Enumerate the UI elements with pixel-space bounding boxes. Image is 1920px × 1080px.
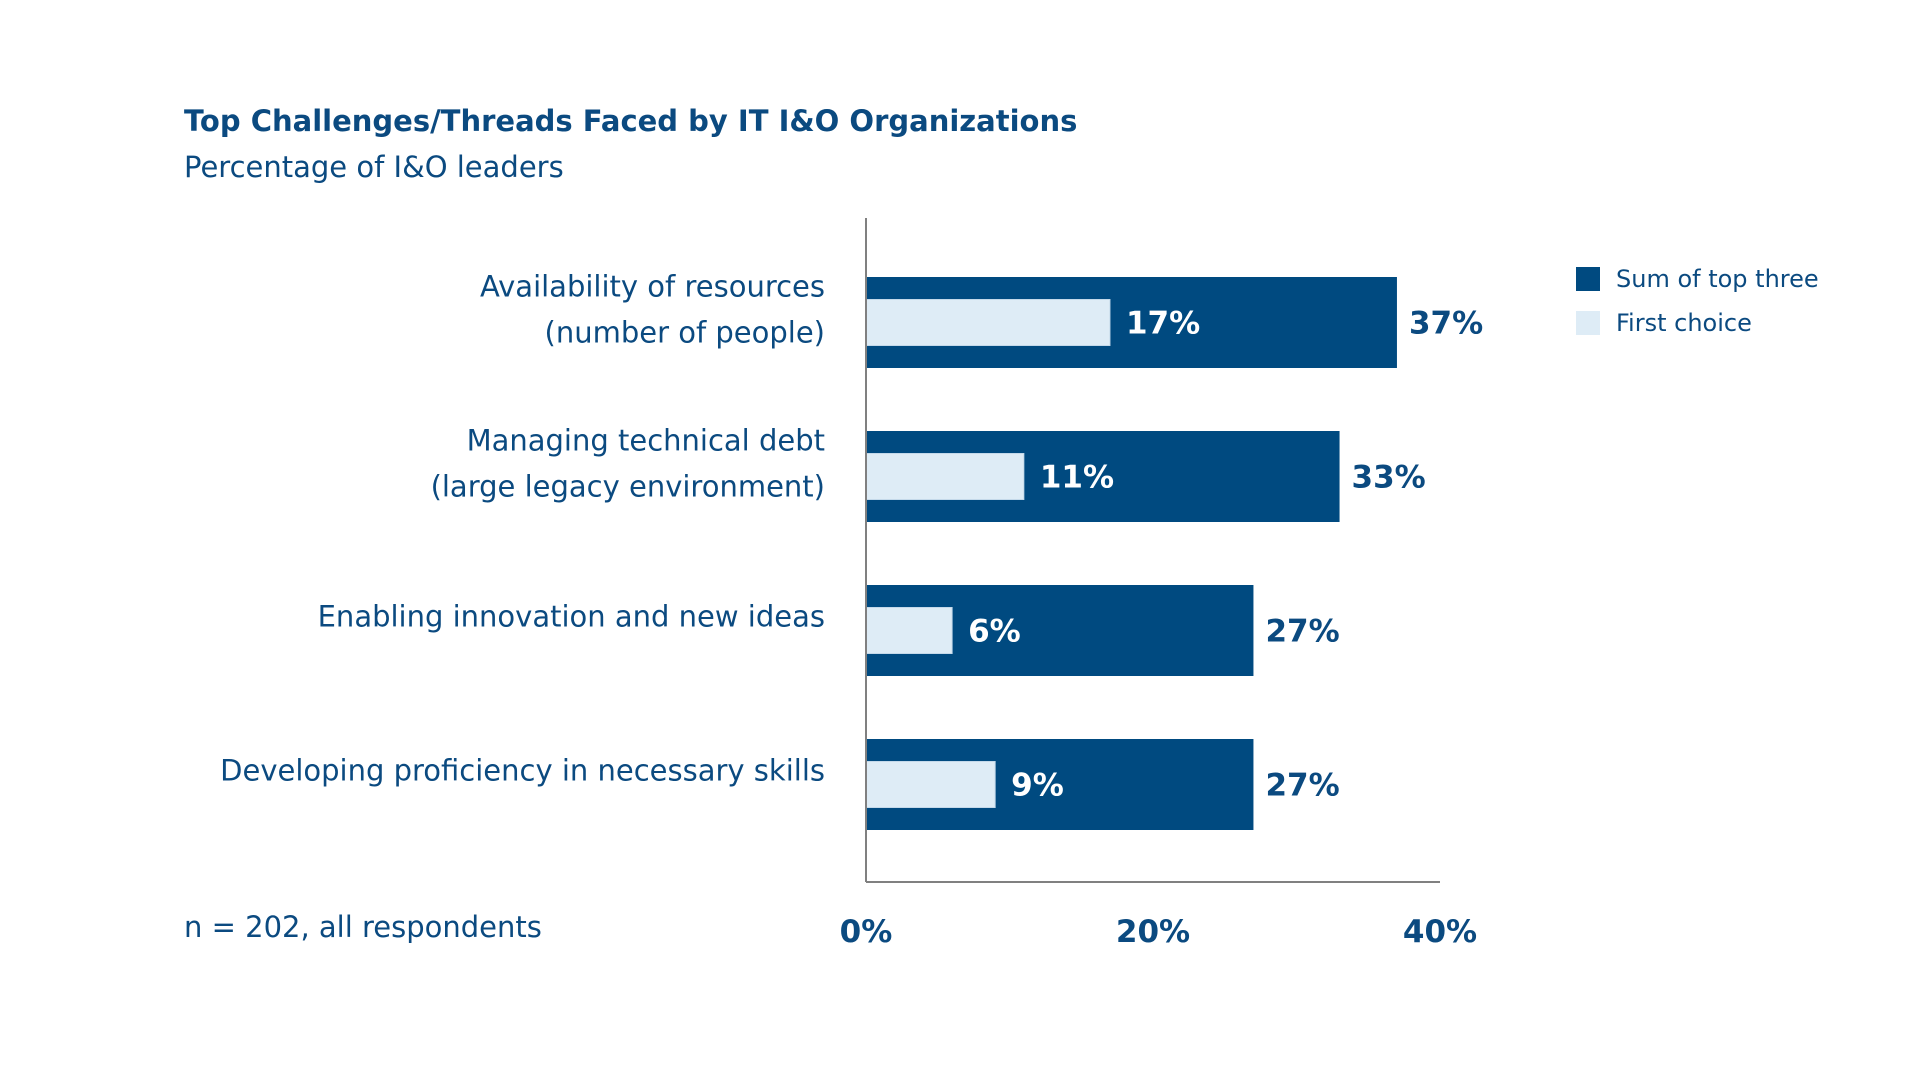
data-label-sum-of-top-three: 37% <box>1409 306 1483 342</box>
category-label: Enabling innovation and new ideas <box>318 600 825 634</box>
legend-label: Sum of top three <box>1616 265 1819 293</box>
x-tick-label: 20% <box>1116 914 1190 950</box>
data-label-first-choice: 17% <box>1126 306 1200 342</box>
bar-first-choice <box>865 607 953 654</box>
legend-swatch-light <box>1576 311 1600 335</box>
data-label-sum-of-top-three: 33% <box>1352 460 1426 496</box>
chart-legend: Sum of top three First choice <box>1576 265 1819 354</box>
bar-first-choice <box>865 299 1111 346</box>
data-label-sum-of-top-three: 27% <box>1265 614 1339 650</box>
category-label: Managing technical debt <box>467 424 825 458</box>
legend-label: First choice <box>1616 309 1752 337</box>
data-label-first-choice: 11% <box>1040 460 1114 496</box>
legend-item-first-choice: First choice <box>1576 309 1819 337</box>
category-label: Availability of resources <box>480 270 825 304</box>
chart-title: Top Challenges/Threads Faced by IT I&O O… <box>184 104 1078 138</box>
data-label-first-choice: 6% <box>968 614 1021 650</box>
category-label: (large legacy environment) <box>431 470 825 504</box>
bar-first-choice <box>865 761 996 808</box>
legend-item-sum-of-top-three: Sum of top three <box>1576 265 1819 293</box>
sample-size-note: n = 202, all respondents <box>184 910 542 944</box>
bar-first-choice <box>865 453 1025 500</box>
x-tick-label: 40% <box>1403 914 1477 950</box>
category-label: (number of people) <box>545 316 826 350</box>
legend-swatch-dark <box>1576 267 1600 291</box>
chart-subtitle: Percentage of I&O leaders <box>184 150 564 184</box>
x-tick-label: 0% <box>840 914 893 950</box>
data-label-sum-of-top-three: 27% <box>1265 768 1339 804</box>
data-label-first-choice: 9% <box>1011 768 1064 804</box>
category-label: Developing proficiency in necessary skil… <box>220 754 825 788</box>
